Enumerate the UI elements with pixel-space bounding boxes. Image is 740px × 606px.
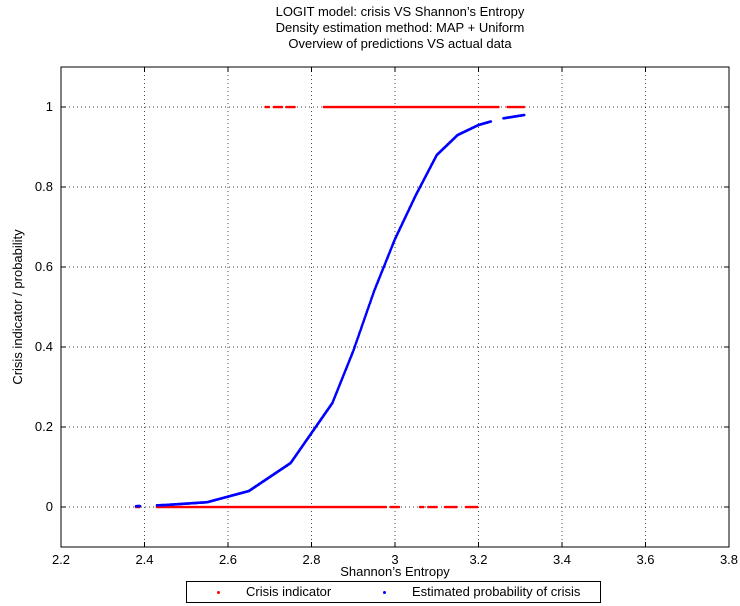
x-tick-label: 2.4: [135, 552, 153, 567]
y-axis: 0 0.2 0.4 0.6 0.8 1: [35, 99, 729, 514]
chart-title: LOGIT model: crisis VS Shannon’s Entropy…: [0, 4, 740, 52]
x-tick-label: 2.6: [219, 552, 237, 567]
crisis-indicator-point: [280, 105, 284, 109]
probability-series: [134, 113, 526, 508]
title-line-3: Overview of predictions VS actual data: [288, 36, 512, 51]
legend-marker-blue: [383, 591, 386, 595]
title-line-1: LOGIT model: crisis VS Shannon’s Entropy: [275, 4, 525, 19]
legend-label-crisis-indicator: Crisis indicator: [246, 584, 332, 599]
x-tick-label: 3.6: [636, 552, 654, 567]
x-tick-label: 2.8: [302, 552, 320, 567]
crisis-indicator-point: [267, 105, 271, 109]
grid-lines: [61, 67, 729, 547]
y-tick-label: 0.6: [35, 259, 53, 274]
legend: Crisis indicator Estimated probability o…: [186, 581, 601, 603]
crisis-indicator-point: [293, 105, 296, 109]
y-tick-label: 1: [46, 99, 53, 114]
crisis-indicator-point: [497, 105, 500, 109]
title-line-2: Density estimation method: MAP + Uniform: [275, 20, 525, 35]
legend-item-estimated-probability: Estimated probability of crisis: [383, 584, 580, 599]
x-axis: 2.2 2.4 2.6 2.8 3 3.2 3.4 3.6 3.8: [52, 67, 738, 567]
x-tick-label: 3: [391, 552, 398, 567]
y-tick-label: 0.2: [35, 419, 53, 434]
crisis-indicator-point: [397, 505, 401, 509]
probability-point: [138, 504, 142, 508]
y-axis-label: Crisis indicator / probability: [10, 229, 25, 385]
crisis-indicator-point: [435, 505, 438, 509]
crisis-indicator-point: [475, 505, 479, 509]
crisis-indicator-point: [455, 505, 458, 509]
legend-item-crisis-indicator: Crisis indicator: [217, 584, 331, 599]
crisis-indicator-point: [422, 505, 425, 509]
x-tick-label: 3.2: [469, 552, 487, 567]
y-tick-label: 0.8: [35, 179, 53, 194]
x-tick-label: 3.8: [720, 552, 738, 567]
x-tick-label: 2.2: [52, 552, 70, 567]
legend-marker-red: [217, 591, 220, 595]
probability-point: [522, 113, 526, 117]
crisis-indicator-point: [522, 105, 525, 109]
x-axis-label: Shannon’s Entropy: [340, 564, 450, 579]
crisis-indicator-point: [384, 505, 388, 509]
legend-label-estimated-probability: Estimated probability of crisis: [412, 584, 581, 599]
probability-point: [489, 120, 493, 123]
x-tick-label: 3.4: [553, 552, 571, 567]
y-tick-label: 0: [46, 499, 53, 514]
y-tick-label: 0.4: [35, 339, 53, 354]
crisis-indicator-series: [134, 105, 525, 509]
